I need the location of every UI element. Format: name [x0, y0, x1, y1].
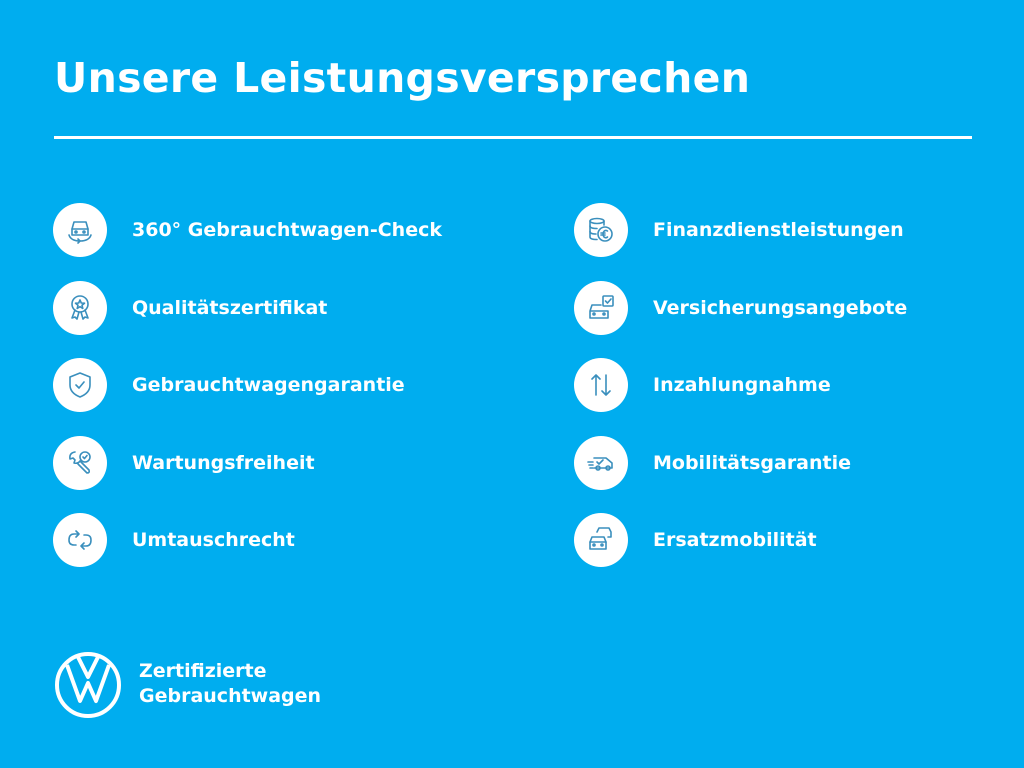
- award-badge-icon: [53, 281, 107, 335]
- exchange-arrows-icon: [53, 513, 107, 567]
- feature-label: Umtauschrecht: [132, 529, 295, 551]
- car-rotate-icon: [53, 203, 107, 257]
- feature-label: Gebrauchtwagengarantie: [132, 374, 405, 396]
- page-title: Unsere Leistungsversprechen: [54, 54, 751, 102]
- feature-mobility-guarantee: Mobilitätsgarantie: [574, 435, 851, 491]
- feature-replacement-mobility: Ersatzmobilität: [574, 512, 817, 568]
- feature-360-check: 360° Gebrauchtwagen-Check: [53, 202, 442, 258]
- feature-label: Versicherungsangebote: [653, 297, 908, 319]
- feature-warranty: Gebrauchtwagengarantie: [53, 357, 405, 413]
- feature-label: Finanzdienstleistungen: [653, 219, 904, 241]
- up-down-arrows-icon: [574, 358, 628, 412]
- brand-line-1: Zertifizierte: [139, 660, 267, 682]
- feature-exchange: Umtauschrecht: [53, 512, 295, 568]
- feature-label: Ersatzmobilität: [653, 529, 817, 551]
- feature-trade-in: Inzahlungnahme: [574, 357, 831, 413]
- car-insurance-icon: [574, 281, 628, 335]
- brand-line-2: Gebrauchtwagen: [139, 685, 322, 707]
- shield-check-icon: [53, 358, 107, 412]
- feature-financial-services: Finanzdienstleistungen: [574, 202, 904, 258]
- replacement-cars-icon: [574, 513, 628, 567]
- coins-euro-icon: [574, 203, 628, 257]
- tow-truck-icon: [574, 436, 628, 490]
- feature-quality-certificate: Qualitätszertifikat: [53, 280, 327, 336]
- vw-logo: [55, 652, 121, 718]
- feature-label: 360° Gebrauchtwagen-Check: [132, 219, 442, 241]
- feature-label: Wartungsfreiheit: [132, 452, 315, 474]
- feature-label: Qualitätszertifikat: [132, 297, 328, 319]
- brand-name: Zertifizierte Gebrauchtwagen: [139, 659, 321, 709]
- title-divider: [54, 136, 972, 139]
- feature-label: Inzahlungnahme: [653, 374, 831, 396]
- wrench-check-icon: [53, 436, 107, 490]
- feature-label: Mobilitätsgarantie: [653, 452, 852, 474]
- feature-insurance: Versicherungsangebote: [574, 280, 907, 336]
- feature-maintenance: Wartungsfreiheit: [53, 435, 315, 491]
